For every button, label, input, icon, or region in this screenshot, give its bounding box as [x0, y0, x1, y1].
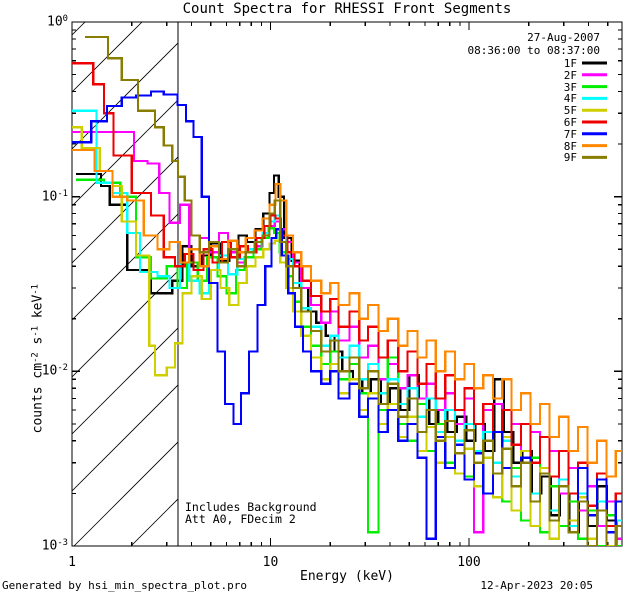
legend-label-1f: 1F	[563, 57, 577, 70]
observation-time-range: 08:36:00 to 08:37:00	[467, 44, 600, 57]
x-tick-label-1: 1	[68, 555, 76, 570]
plot-frame	[71, 21, 623, 547]
y-tick-label-10e-3: 10-3	[41, 538, 68, 554]
legend-label-9f: 9F	[563, 151, 577, 165]
y-tick-label-10e0: 100	[47, 14, 68, 30]
plot-generation-timestamp: 12-Apr-2023 20:05	[480, 579, 593, 592]
legend-label-3f: 3F	[563, 80, 577, 94]
legend-label-4f: 4F	[563, 92, 577, 106]
x-tick-label-10: 10	[262, 555, 279, 570]
annotation-includes-background: Includes Background	[185, 500, 317, 514]
spectrum-curve-9f	[84, 36, 622, 546]
observation-date: 27-Aug-2007	[527, 31, 600, 44]
spectrum-curve-6f	[72, 62, 622, 528]
y-axis-label: counts cm-2 s-1 keV-1	[30, 284, 46, 434]
x-tick-label-100: 100	[457, 555, 481, 570]
axes	[71, 21, 623, 547]
legend-label-6f: 6F	[563, 116, 577, 129]
y-tick-label-10e-2: 10-2	[41, 363, 68, 379]
generator-credit: Generated by hsi_min_spectra_plot.pro	[2, 579, 248, 592]
x-axis-label: Energy (keV)	[300, 569, 394, 584]
spectrum-curve-8f	[72, 148, 622, 478]
annotation-attenuator-state: Att A0, FDecim 2	[185, 512, 296, 526]
legend-label-2f: 2F	[563, 68, 577, 82]
y-tick-label-10e-1: 10-1	[41, 188, 68, 205]
legend-label-7f: 7F	[563, 127, 577, 141]
legend-label-8f: 8F	[563, 139, 577, 153]
legend-label-5f: 5F	[563, 104, 577, 118]
page-title: Count Spectra for RHESSI Front Segments	[182, 1, 512, 17]
